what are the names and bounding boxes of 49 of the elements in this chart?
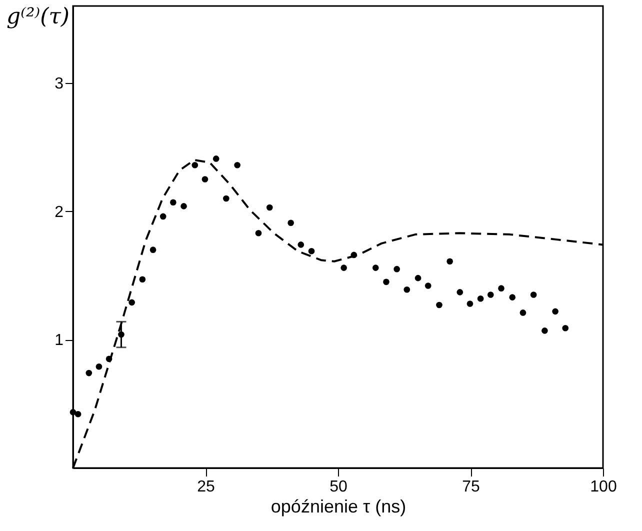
point — [498, 285, 504, 292]
point — [223, 195, 230, 202]
point — [74, 410, 82, 418]
point — [288, 220, 294, 226]
y-axis-title: g⁽²⁾(τ) — [6, 4, 70, 30]
point — [394, 266, 400, 272]
point — [212, 156, 220, 162]
point — [170, 199, 176, 206]
point — [509, 294, 516, 300]
point — [139, 276, 146, 283]
point — [192, 162, 198, 168]
point — [160, 213, 166, 220]
point — [487, 292, 494, 298]
point — [86, 370, 92, 376]
point — [552, 308, 558, 315]
point — [202, 176, 208, 182]
point — [456, 289, 464, 296]
point — [530, 292, 537, 298]
point — [308, 248, 315, 254]
x-tick-label: 75 — [462, 478, 480, 496]
y-tick-label: 3 — [54, 76, 64, 92]
point — [70, 409, 76, 416]
point — [424, 282, 432, 289]
point — [520, 310, 526, 316]
point — [542, 328, 548, 334]
point — [96, 363, 102, 370]
point — [436, 302, 442, 308]
x-axis-title: opóźnienie τ (ns) — [270, 496, 406, 516]
point — [446, 258, 453, 265]
point — [255, 230, 262, 236]
point — [180, 203, 187, 210]
point — [340, 264, 347, 271]
point — [404, 286, 410, 293]
point — [477, 295, 484, 302]
x-tick-label: 50 — [330, 478, 348, 496]
point — [414, 274, 422, 282]
point — [298, 242, 304, 248]
point — [150, 246, 156, 253]
x-tick-label: 25 — [197, 478, 215, 496]
point — [266, 204, 273, 211]
point — [562, 324, 569, 332]
x-tick-label: 100 — [590, 478, 617, 496]
y-tick-label: 1 — [54, 332, 64, 350]
y-tick-label: 2 — [54, 204, 64, 221]
point — [128, 299, 135, 306]
point — [383, 278, 390, 286]
point — [234, 162, 240, 168]
point — [466, 300, 474, 307]
point — [372, 264, 379, 271]
